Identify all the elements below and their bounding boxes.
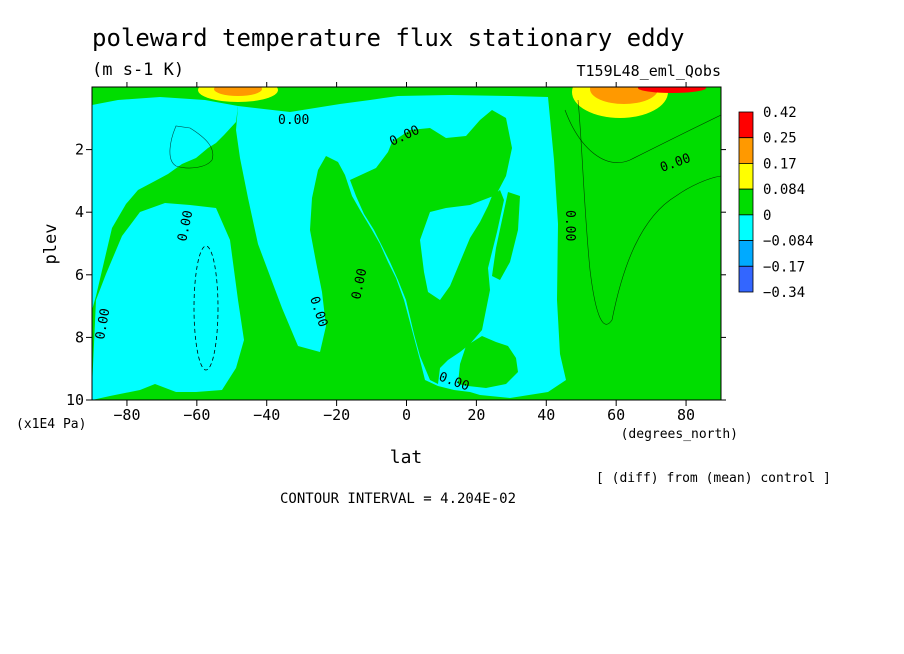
- y-tick-label: 8: [75, 328, 84, 346]
- plot-area: [92, 87, 721, 400]
- y-axis-label: plev: [41, 224, 61, 265]
- contour-label: 0.00: [349, 267, 370, 301]
- y-tick-label: 4: [75, 203, 84, 221]
- y-tick-label: 10: [66, 391, 84, 409]
- colorbar-label: −0.17: [763, 259, 805, 275]
- colorbar-swatch: [738, 240, 754, 267]
- dashed-negative-contour: [193, 245, 219, 371]
- units-label: (m s-1 K): [92, 60, 184, 80]
- colorbar-swatch: [738, 137, 754, 164]
- x-tick-label: −40: [253, 406, 280, 424]
- x-axis-units: (degrees_north): [621, 427, 738, 442]
- colorbar-label: 0: [763, 208, 771, 224]
- x-tick-label: 20: [467, 406, 485, 424]
- contour-interval: CONTOUR INTERVAL = 4.204E-02: [280, 491, 516, 507]
- colorbar-label: 0.42: [763, 105, 797, 121]
- colorbar-swatch: [738, 214, 754, 241]
- contour-label: 0.00: [278, 113, 309, 128]
- warm-spot-northern-orange: [590, 87, 658, 104]
- positive-island-subtropics: [492, 192, 520, 280]
- contour-label: 0.00: [175, 209, 196, 243]
- colorbar-label: 0.084: [763, 182, 805, 198]
- diff-note: [ (diff) from (mean) control ]: [596, 471, 831, 486]
- warm-spot-northern-red: [638, 87, 706, 93]
- negative-region-southern-lower: [92, 203, 244, 400]
- colorbar-swatch: [738, 188, 754, 216]
- y-axis: 2 4 6 8 10: [66, 141, 726, 409]
- thin-contour-northern-2: [564, 109, 721, 163]
- positive-island-tropics: [350, 110, 512, 384]
- colorbar-swatch: [738, 111, 754, 139]
- y-tick-label: 2: [75, 141, 84, 159]
- colorbar-label: −0.084: [763, 234, 814, 250]
- colorbar-label: −0.34: [763, 285, 805, 301]
- x-tick-label: −80: [113, 406, 140, 424]
- colorbar-swatch: [738, 163, 754, 190]
- x-axis: −80 −60 −40 −20 0 20 40 60 80: [113, 82, 695, 424]
- chart-title: poleward temperature flux stationary edd…: [92, 24, 684, 52]
- x-axis-label: lat: [390, 447, 423, 468]
- x-tick-label: 0: [402, 406, 411, 424]
- x-tick-label: −60: [183, 406, 210, 424]
- negative-region-southern: [92, 97, 238, 310]
- thin-contour-southern: [169, 125, 214, 169]
- colorbar-swatch: [738, 265, 754, 293]
- positive-island-lower: [458, 336, 518, 388]
- colorbar: 0.42 0.25 0.17 0.084 0 −0.084 −0.17 −0.34: [738, 105, 814, 301]
- warm-spot-southern-orange: [214, 87, 262, 96]
- y-axis-units: (x1E4 Pa): [16, 417, 86, 432]
- x-tick-label: 40: [537, 406, 555, 424]
- x-tick-label: 60: [607, 406, 625, 424]
- x-tick-label: 80: [677, 406, 695, 424]
- colorbar-label: 0.25: [763, 131, 797, 147]
- thin-contour-northern: [577, 99, 721, 325]
- experiment-label: T159L48_eml_Qobs: [577, 62, 722, 80]
- contour-label: 0.00: [562, 210, 577, 241]
- contour-label: 0.00: [93, 307, 113, 340]
- colorbar-label: 0.17: [763, 156, 797, 172]
- x-tick-label: −20: [323, 406, 350, 424]
- y-tick-label: 6: [75, 266, 84, 284]
